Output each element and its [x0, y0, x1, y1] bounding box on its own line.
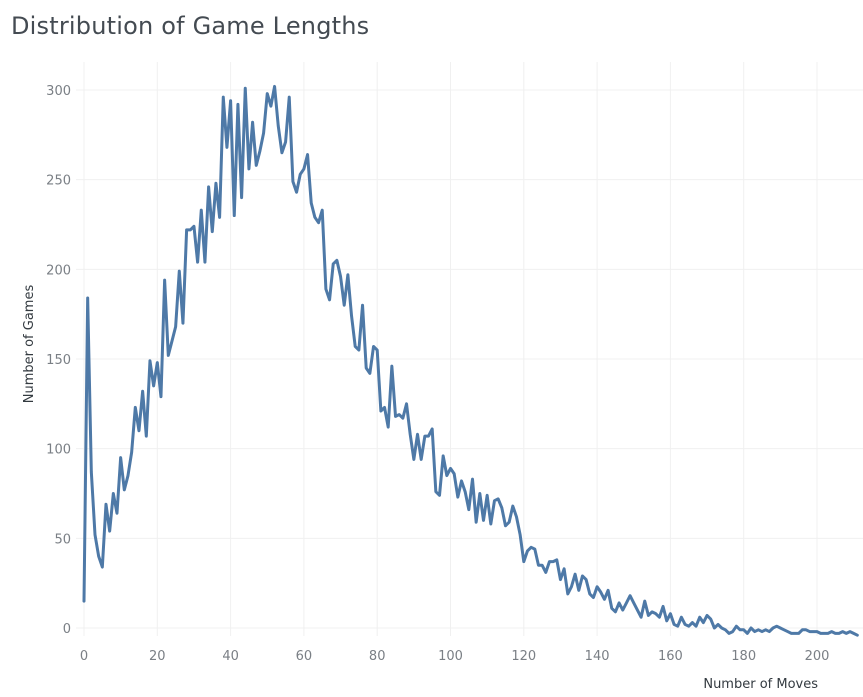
x-tick-label: 20: [149, 649, 166, 664]
x-tick-label: 160: [658, 649, 683, 664]
x-tick-label: 40: [222, 649, 239, 664]
x-tick-label: 60: [296, 649, 313, 664]
x-tick-label: 0: [80, 649, 88, 664]
x-tick-label: 80: [369, 649, 386, 664]
y-tick-label: 0: [63, 622, 71, 637]
y-axis-label: Number of Games: [22, 285, 37, 404]
y-tick-label: 150: [46, 353, 71, 368]
x-tick-label: 140: [585, 649, 610, 664]
series-layer: [82, 84, 859, 637]
series-line: [82, 84, 859, 637]
gridlines: [76, 62, 863, 636]
y-tick-label: 50: [54, 532, 71, 547]
x-tick-label: 100: [438, 649, 463, 664]
y-axis-ticks: 0 50 100 150 200 250 300: [46, 84, 71, 637]
x-tick-label: 120: [511, 649, 536, 664]
x-tick-label: 180: [731, 649, 756, 664]
y-tick-label: 300: [46, 84, 71, 99]
y-tick-label: 250: [46, 174, 71, 189]
x-axis-ticks: 0 20 40 60 80 100 120 140 160 180 200: [80, 649, 830, 664]
y-tick-label: 100: [46, 443, 71, 458]
chart-title: Distribution of Game Lengths: [11, 12, 370, 40]
x-tick-label: 200: [805, 649, 830, 664]
y-tick-label: 200: [46, 263, 71, 278]
x-axis-label: Number of Moves: [703, 677, 818, 692]
